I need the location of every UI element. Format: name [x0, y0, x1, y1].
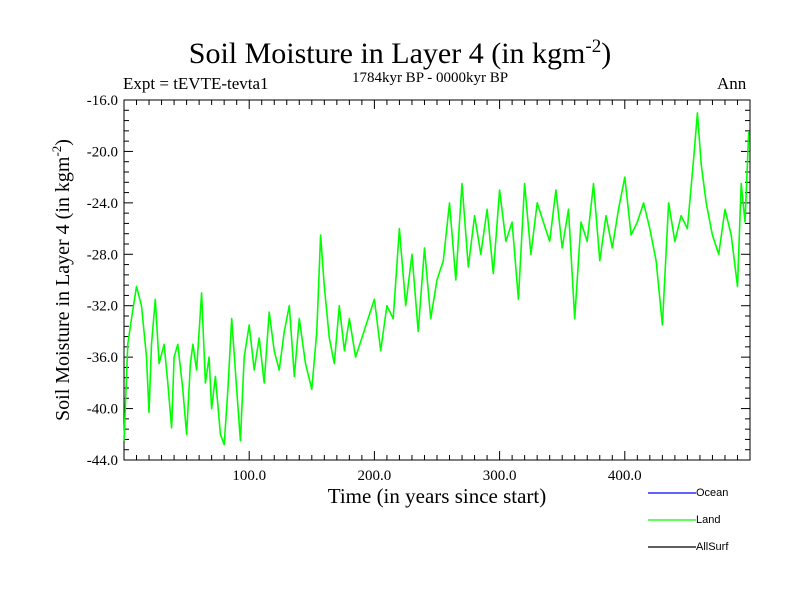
x-tick-label: 200.0 [358, 468, 392, 484]
legend-label-land: Land [696, 514, 721, 526]
experiment-label: Expt = tEVTE-tevta1 [123, 74, 269, 93]
x-tick-label: 100.0 [232, 468, 266, 484]
y-tick-label: -20.0 [87, 144, 118, 160]
season-label: Ann [717, 74, 747, 93]
y-tick-label: -24.0 [87, 196, 118, 212]
y-tick-label: -16.0 [87, 93, 118, 109]
legend-label-allsurf: AllSurf [696, 541, 729, 553]
x-tick-label: 400.0 [608, 468, 642, 484]
tick-labels: 100.0 200.0 300.0 400.0 -44.0 -40.0 -36.0 -32.0… [87, 93, 642, 484]
legend-label-ocean: Ocean [696, 487, 729, 499]
y-tick-label: -32.0 [87, 299, 118, 315]
tick-marks [124, 100, 750, 460]
chart-subtitle: 1784kyr BP - 0000kyr BP [351, 70, 509, 86]
y-tick-label: -36.0 [87, 350, 118, 366]
x-axis-label: Time (in years since start) [327, 484, 547, 508]
y-axis-label: Soil Moisture in Layer 4 (in kgm-2) [49, 139, 74, 421]
y-tick-label: -44.0 [87, 453, 118, 469]
y-tick-label: -40.0 [87, 402, 118, 418]
y-tick-label: -28.0 [87, 247, 118, 263]
series-layer [123, 112, 750, 446]
legend-lines [648, 492, 696, 548]
x-tick-label: 300.0 [483, 468, 517, 484]
chart-title: Soil Moisture in Layer 4 (in kgm-2) [188, 36, 612, 70]
series-line-land [123, 112, 750, 446]
